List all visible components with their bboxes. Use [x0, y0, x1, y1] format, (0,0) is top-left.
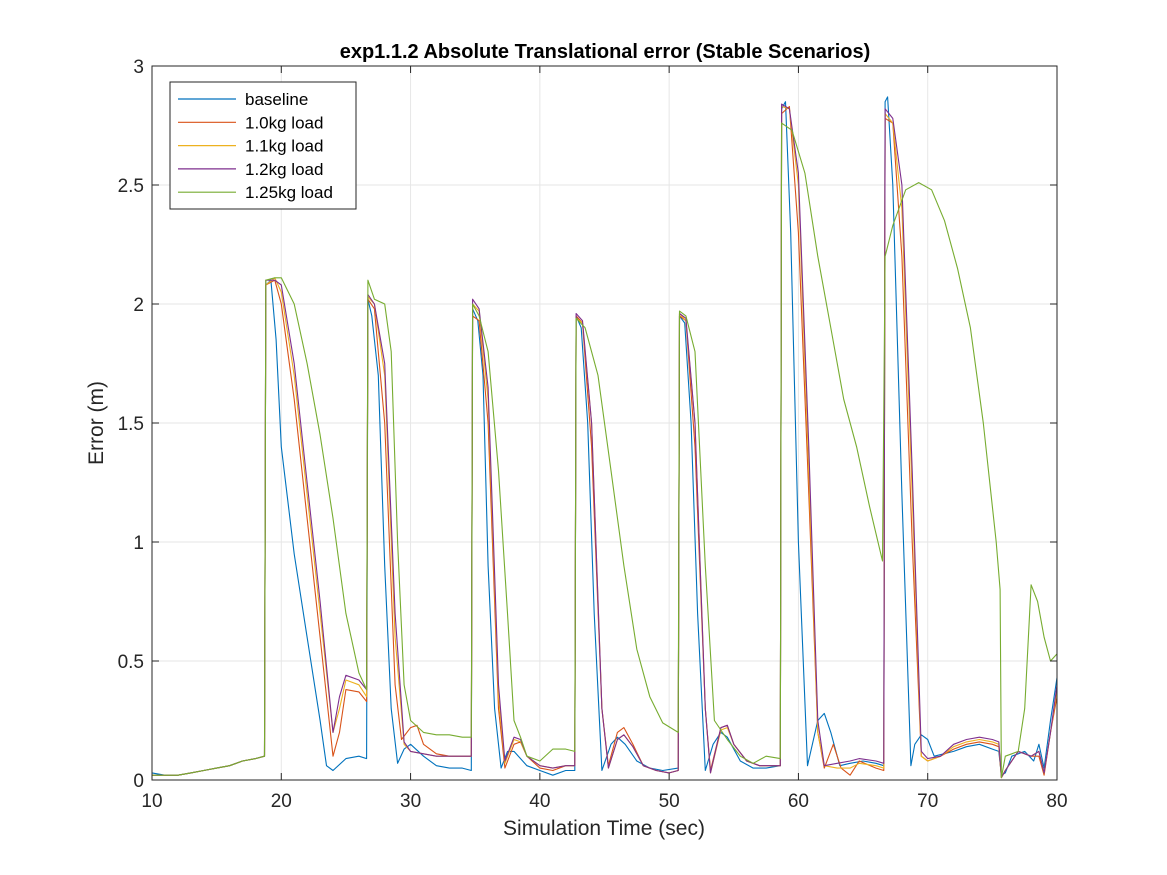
y-tick-label: 0.5 [118, 652, 144, 673]
x-tick-label: 60 [788, 791, 809, 812]
y-tick-label: 2 [133, 295, 144, 316]
x-tick-labels: 10 20 30 40 50 60 70 80 [141, 791, 1067, 812]
y-tick-label: 1 [133, 533, 144, 554]
x-axis-label: Simulation Time (sec) [503, 817, 705, 840]
series-line-4 [152, 122, 1058, 779]
legend-entry-label: 1.0kg load [245, 113, 323, 132]
series-line-3 [152, 103, 1058, 779]
x-tick-label: 40 [529, 791, 550, 812]
y-tick-labels: 0 0.5 1 1.5 2 2.5 3 [118, 57, 144, 792]
x-tick-label: 30 [400, 791, 421, 812]
x-tick-label: 80 [1046, 791, 1067, 812]
ticks [151, 65, 1058, 781]
x-tick-label: 10 [141, 791, 162, 812]
series-line-0 [151, 96, 1058, 776]
y-tick-label: 0 [133, 771, 144, 792]
y-axis-label: Error (m) [85, 381, 108, 465]
y-tick-label: 3 [133, 57, 144, 78]
legend-entry-label: 1.1kg load [245, 137, 323, 156]
series-line-1 [152, 105, 1058, 779]
x-tick-label: 70 [917, 791, 938, 812]
y-tick-label: 1.5 [118, 414, 144, 435]
series-group [151, 96, 1058, 779]
legend-entry-label: baseline [245, 90, 308, 109]
chart-title: exp1.1.2 Absolute Translational error (S… [340, 41, 871, 63]
legend-entry-label: 1.25kg load [245, 183, 333, 202]
legend-entry-label: 1.2kg load [245, 160, 323, 179]
y-tick-label: 2.5 [118, 176, 144, 197]
legend: baseline 1.0kg load 1.1kg load 1.2kg load 1.… [169, 81, 357, 210]
x-tick-label: 50 [659, 791, 680, 812]
x-tick-label: 20 [271, 791, 292, 812]
